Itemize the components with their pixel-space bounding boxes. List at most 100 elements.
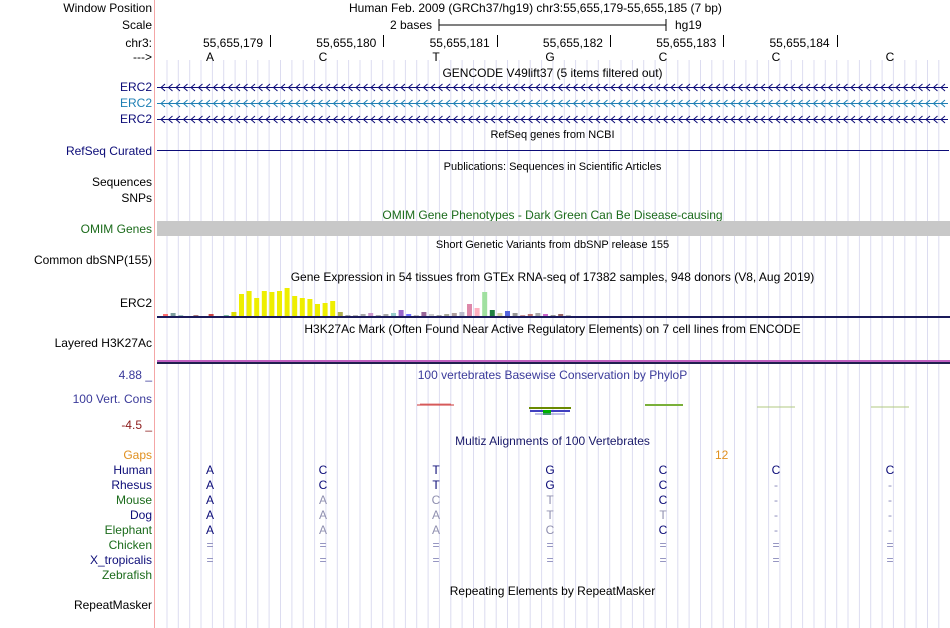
gtex-tissue-bar[interactable]: [429, 314, 434, 316]
gtex-tissue-bar[interactable]: [223, 315, 229, 316]
multiz-base: =: [206, 553, 214, 567]
gtex-tissue-bar[interactable]: [543, 314, 548, 316]
scale-text: 2 bases: [390, 18, 433, 32]
gencode-transcript[interactable]: [157, 99, 948, 108]
gtex-tissue-bar[interactable]: [231, 312, 237, 316]
gtex-tissue-bar[interactable]: [497, 313, 503, 316]
gtex-tissue-bar[interactable]: [307, 299, 313, 316]
rmsk-label[interactable]: RepeatMasker: [73, 598, 152, 612]
ruler-base: C: [771, 50, 781, 64]
gtex-tissue-bar[interactable]: [421, 312, 427, 316]
gtex-tissue-bar[interactable]: [208, 314, 214, 316]
gencode-track-title[interactable]: GENCODE V49lift37 (5 items filtered out): [442, 66, 663, 80]
refseq-label[interactable]: RefSeq Curated: [65, 144, 152, 158]
gtex-tissue-bar[interactable]: [360, 314, 366, 316]
gtex-tissue-bar[interactable]: [474, 308, 480, 316]
gtex-tissue-bar[interactable]: [330, 301, 336, 316]
gencode-transcript[interactable]: [157, 115, 948, 124]
gtex-tissue-bar[interactable]: [292, 296, 298, 316]
phylop-label[interactable]: 100 Vert. Cons: [72, 392, 152, 406]
gtex-tissue-bar[interactable]: [375, 315, 381, 316]
gtex-tissue-bar[interactable]: [254, 298, 260, 316]
gtex-tissue-bar[interactable]: [277, 291, 282, 316]
gtex-tissue-bar[interactable]: [353, 315, 358, 316]
gtex-tissue-bar[interactable]: [269, 292, 275, 316]
omim-track-title[interactable]: OMIM Gene Phenotypes - Dark Green Can Be…: [382, 208, 723, 222]
omim-label[interactable]: OMIM Genes: [80, 222, 152, 236]
gtex-tissue-bar[interactable]: [413, 315, 419, 316]
h3k27ac-track-title[interactable]: H3K27Ac Mark (Often Found Near Active Re…: [304, 322, 801, 336]
rmsk-track-title[interactable]: Repeating Elements by RepeatMasker: [449, 584, 656, 598]
multiz-species-label[interactable]: X_tropicalis: [89, 553, 152, 567]
multiz-species-label[interactable]: Mouse: [115, 493, 152, 507]
phylop-chart[interactable]: [157, 398, 950, 420]
gtex-gene-label[interactable]: ERC2: [119, 296, 152, 310]
gencode-item-label[interactable]: ERC2: [119, 96, 152, 110]
multiz-base: G: [545, 478, 555, 492]
gencode-transcript[interactable]: [157, 83, 948, 92]
dbsnp-label[interactable]: Common dbSNP(155): [33, 253, 152, 267]
gtex-tissue-bar[interactable]: [550, 315, 556, 316]
gtex-tissue-bar[interactable]: [368, 313, 374, 316]
multiz-base: C: [658, 493, 668, 507]
refseq-gene-line[interactable]: [157, 150, 949, 151]
gtex-tissue-bar[interactable]: [322, 303, 328, 316]
multiz-species-label[interactable]: Elephant: [104, 523, 152, 537]
gtex-tissue-bar[interactable]: [489, 310, 495, 316]
refseq-track-title[interactable]: RefSeq genes from NCBI: [490, 129, 615, 141]
multiz-base: C: [771, 463, 781, 477]
gtex-tissue-bar[interactable]: [558, 314, 564, 316]
gtex-tissue-bar[interactable]: [482, 292, 488, 316]
gtex-tissue-bar[interactable]: [345, 315, 351, 316]
multiz-base: -: [888, 493, 892, 507]
gtex-tissue-bar[interactable]: [406, 314, 412, 316]
gtex-tissue-bar[interactable]: [565, 315, 571, 316]
multiz-species-label[interactable]: Chicken: [108, 538, 152, 552]
gtex-tissue-bar[interactable]: [178, 315, 184, 316]
gtex-tissue-bar[interactable]: [261, 291, 267, 316]
h3k27ac-label[interactable]: Layered H3K27Ac: [54, 336, 152, 350]
ruler-base: A: [205, 50, 214, 64]
gencode-item-label[interactable]: ERC2: [119, 112, 152, 126]
gtex-tissue-bar[interactable]: [444, 314, 450, 316]
gtex-tissue-bar[interactable]: [383, 314, 389, 316]
gtex-tissue-bar[interactable]: [512, 313, 518, 316]
multiz-base: C: [318, 463, 328, 477]
multiz-species-label[interactable]: Dog: [129, 508, 152, 522]
pubs-track-title[interactable]: Publications: Sequences in Scientific Ar…: [443, 161, 662, 173]
gtex-tissue-bar[interactable]: [193, 315, 199, 316]
gtex-tissue-bar[interactable]: [391, 313, 396, 316]
pubs-sequences-label[interactable]: Sequences: [91, 175, 152, 189]
gtex-tissue-bar[interactable]: [459, 312, 465, 316]
multiz-track-title[interactable]: Multiz Alignments of 100 Vertebrates: [455, 434, 650, 448]
multiz-species-label[interactable]: Zebrafish: [101, 568, 152, 582]
ruler-base: C: [885, 50, 895, 64]
phylop-track-title[interactable]: 100 vertebrates Basewise Conservation by…: [417, 368, 688, 382]
gtex-tissue-bar[interactable]: [467, 304, 472, 316]
gtex-tissue-bar[interactable]: [520, 315, 526, 316]
gtex-track-title[interactable]: Gene Expression in 54 tissues from GTEx …: [290, 270, 815, 284]
ruler-position: 55,655,183: [656, 36, 717, 50]
gtex-tissue-bar[interactable]: [436, 315, 442, 316]
gtex-tissue-bar[interactable]: [315, 304, 320, 316]
pubs-snps-label[interactable]: SNPs: [121, 191, 152, 205]
multiz-species-label[interactable]: Human: [113, 463, 152, 477]
gtex-tissue-bar[interactable]: [398, 310, 404, 316]
gencode-item-label[interactable]: ERC2: [119, 80, 152, 94]
gtex-tissue-bar[interactable]: [505, 311, 510, 316]
gtex-tissue-bar[interactable]: [246, 291, 252, 316]
gtex-expression-chart[interactable]: [157, 283, 950, 319]
omim-gene-bar[interactable]: [157, 221, 950, 236]
gtex-tissue-bar[interactable]: [284, 288, 290, 316]
gtex-tissue-bar[interactable]: [451, 313, 457, 316]
gtex-tissue-bar[interactable]: [299, 298, 305, 316]
window-position-label: Window Position: [63, 1, 152, 15]
gtex-tissue-bar[interactable]: [163, 314, 168, 316]
gtex-tissue-bar[interactable]: [535, 313, 541, 316]
gtex-tissue-bar[interactable]: [170, 313, 176, 316]
dbsnp-track-title[interactable]: Short Genetic Variants from dbSNP releas…: [435, 239, 670, 251]
gtex-tissue-bar[interactable]: [239, 294, 244, 316]
gtex-tissue-bar[interactable]: [527, 314, 533, 316]
gtex-tissue-bar[interactable]: [337, 312, 343, 316]
multiz-species-label[interactable]: Rhesus: [111, 478, 152, 492]
